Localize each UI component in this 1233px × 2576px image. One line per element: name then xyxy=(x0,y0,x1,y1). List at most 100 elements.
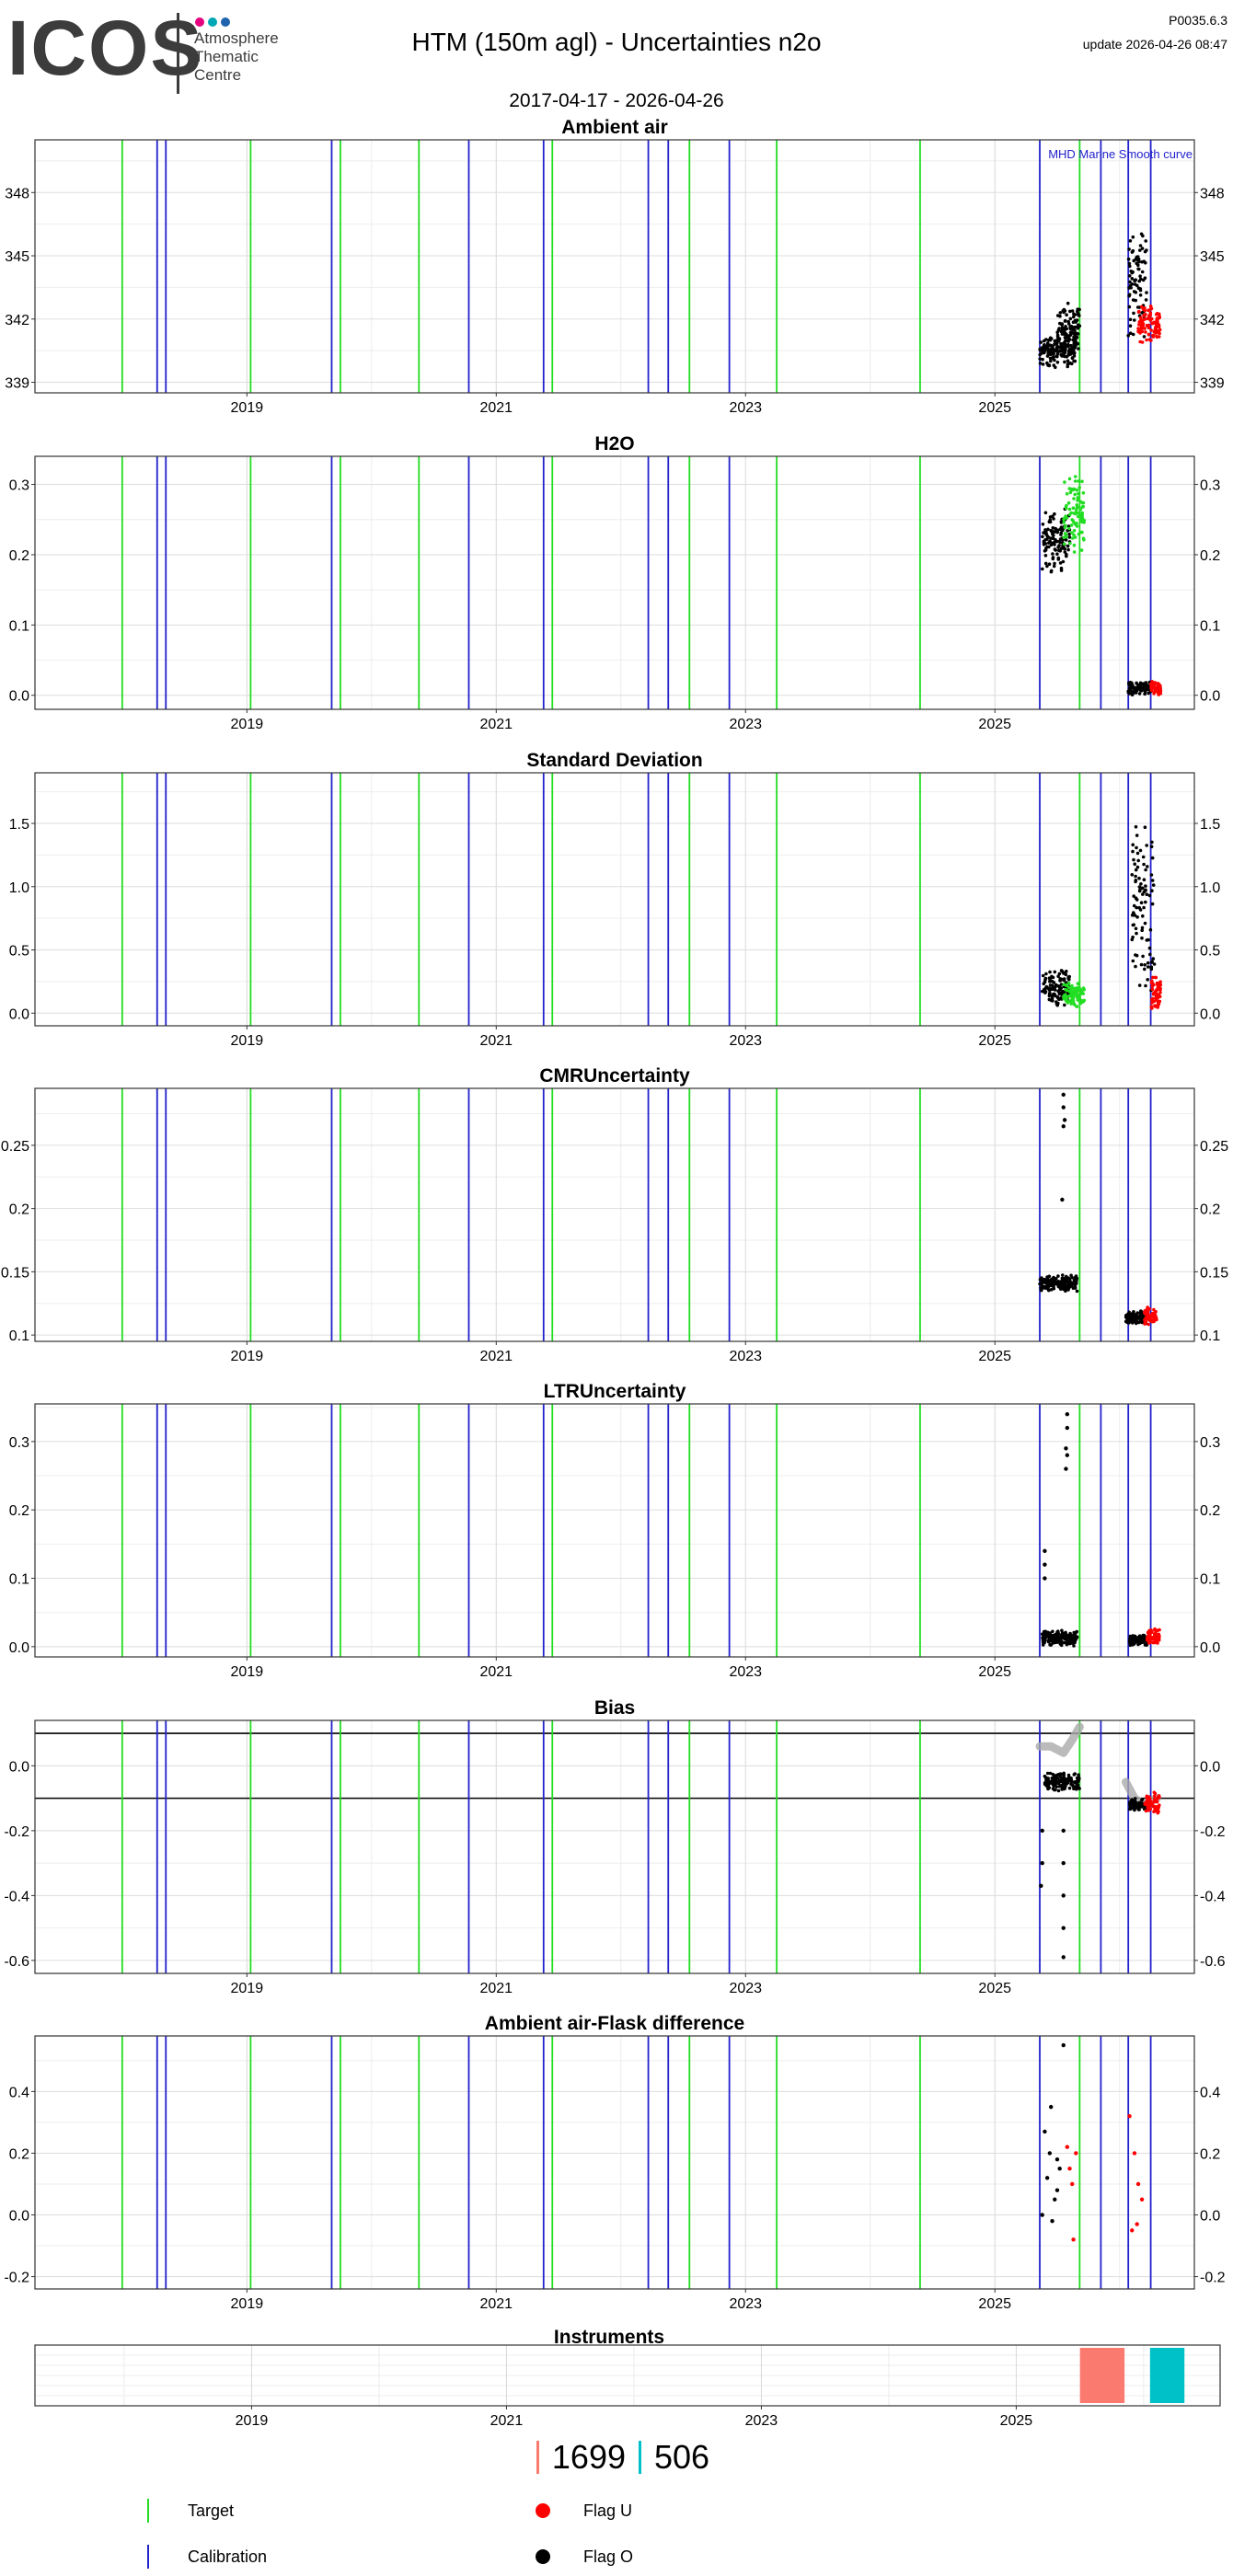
y-tick-label-right: 345 xyxy=(1200,249,1225,265)
data-point-t xyxy=(1064,523,1067,528)
data-point-o xyxy=(1046,1779,1051,1783)
data-point-t xyxy=(1065,535,1068,539)
x-tick-label: 2019 xyxy=(231,1349,264,1364)
data-point-o xyxy=(1047,520,1052,523)
y-tick-label-right: 0.5 xyxy=(1200,944,1220,960)
data-point-u xyxy=(1147,332,1151,337)
data-point-o xyxy=(1043,990,1048,994)
data-point-o xyxy=(1063,309,1067,313)
data-point-t xyxy=(1078,508,1082,512)
data-point-o xyxy=(1132,1319,1136,1323)
flask-point-u xyxy=(1139,2197,1145,2202)
data-point-o xyxy=(1132,903,1136,908)
page-title: HTM (150m agl) - Uncertainties n2o xyxy=(411,28,822,56)
flask-point-u xyxy=(1065,2145,1070,2149)
data-point-u xyxy=(1146,1314,1149,1317)
data-point-o xyxy=(1130,277,1135,281)
data-point-o xyxy=(1150,889,1154,892)
data-point-u xyxy=(1154,1310,1158,1314)
logo-line-1: Atmosphere xyxy=(194,29,279,47)
data-point-t xyxy=(1077,998,1082,1002)
y-tick-label-right: 348 xyxy=(1200,186,1225,201)
data-point-u xyxy=(1147,1797,1151,1801)
instr-x-tick-label: 2019 xyxy=(236,2413,269,2429)
data-point-o xyxy=(1066,350,1071,353)
data-point-t xyxy=(1077,479,1081,483)
data-point-o xyxy=(1061,528,1065,532)
y-tick-label-right: 0.1 xyxy=(1200,618,1220,634)
data-point-o xyxy=(1056,996,1060,1000)
smooth-curve xyxy=(1035,1722,1084,1757)
y-tick-label-right: 0.0 xyxy=(1200,2209,1220,2225)
data-point-o xyxy=(1071,320,1076,325)
data-point-o xyxy=(1127,1801,1132,1806)
data-point-o xyxy=(1066,301,1070,305)
data-point-o xyxy=(1143,249,1147,254)
data-point-u xyxy=(1147,1317,1151,1320)
data-point-o xyxy=(1149,965,1154,969)
data-point-u xyxy=(1157,312,1161,316)
data-point-o xyxy=(1051,1277,1054,1281)
data-point-o xyxy=(1071,338,1075,342)
data-point-o xyxy=(1147,946,1152,950)
data-point-o xyxy=(1127,305,1132,309)
data-point-o xyxy=(1065,1280,1068,1284)
data-point-u xyxy=(1146,1803,1150,1807)
x-tick-label: 2025 xyxy=(978,1033,1011,1049)
data-point-o xyxy=(1038,348,1043,351)
data-point-o xyxy=(1048,1281,1052,1285)
data-point-o xyxy=(1141,855,1146,859)
y-tick-label-right: 0.0 xyxy=(1200,1006,1220,1022)
data-point-o xyxy=(1075,1779,1078,1784)
data-point-o xyxy=(1135,261,1138,266)
data-point-o xyxy=(1060,322,1065,327)
data-point-u xyxy=(1158,995,1162,998)
data-point-o xyxy=(1061,1284,1066,1288)
data-point-t xyxy=(1068,988,1073,993)
data-point-o xyxy=(1135,1806,1140,1810)
data-point-o xyxy=(1139,962,1144,967)
data-point-o xyxy=(1063,1003,1066,1007)
count-marker-2 xyxy=(639,2441,641,2475)
data-point-o xyxy=(1051,975,1055,980)
data-point-o xyxy=(1045,564,1049,569)
data-point-o xyxy=(1045,1771,1050,1776)
count-marker-1 xyxy=(536,2441,539,2475)
data-point-o xyxy=(1061,1124,1066,1129)
data-point-o xyxy=(1061,1631,1065,1636)
data-point-o xyxy=(1126,257,1131,261)
data-point-o xyxy=(1150,856,1155,860)
data-point-u xyxy=(1140,318,1145,323)
data-point-o xyxy=(1140,247,1145,250)
data-point-o xyxy=(1071,315,1076,319)
data-point-o xyxy=(1137,279,1141,283)
data-point-u xyxy=(1147,1322,1150,1327)
data-point-u xyxy=(1154,1800,1158,1803)
data-point-o xyxy=(1065,1453,1070,1457)
data-point-t xyxy=(1075,1005,1078,1008)
data-point-u xyxy=(1157,1796,1160,1800)
data-point-u xyxy=(1154,1631,1158,1635)
data-point-u xyxy=(1144,1800,1148,1804)
data-point-o xyxy=(1065,344,1069,349)
data-point-o xyxy=(1061,1893,1066,1898)
data-point-o xyxy=(1042,1635,1045,1639)
data-point-o xyxy=(1063,1640,1066,1645)
data-point-o xyxy=(1065,354,1069,359)
data-point-o xyxy=(1077,347,1080,351)
data-point-o xyxy=(1058,314,1062,318)
data-point-o xyxy=(1056,1788,1061,1793)
data-point-o xyxy=(1076,1783,1080,1788)
data-point-o xyxy=(1127,293,1132,297)
flask-point-o xyxy=(1054,2156,1060,2162)
data-point-o xyxy=(1051,557,1055,561)
data-point-u xyxy=(1158,990,1162,995)
data-point-o xyxy=(1043,1776,1048,1779)
data-point-o xyxy=(1051,1283,1054,1287)
x-tick-label: 2019 xyxy=(231,1664,264,1680)
data-point-o xyxy=(1139,232,1144,236)
data-point-o xyxy=(1137,1315,1142,1318)
instr-x-tick-label: 2023 xyxy=(745,2413,778,2429)
data-point-o xyxy=(1062,1118,1067,1122)
data-point-o xyxy=(1152,962,1157,966)
